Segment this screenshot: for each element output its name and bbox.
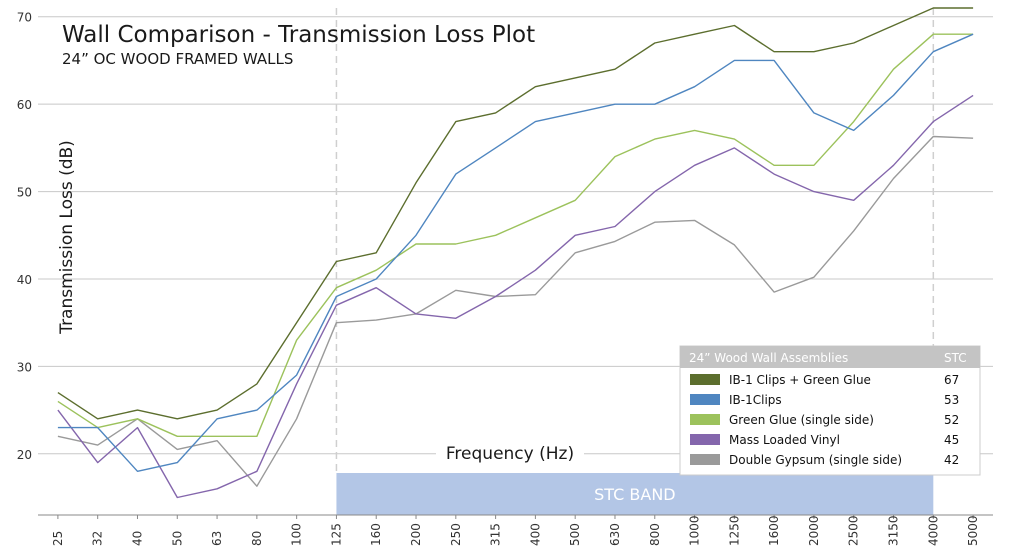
legend-header-stc: STC — [944, 351, 967, 365]
series-line — [57, 33, 974, 472]
legend-header: 24” Wood Wall Assemblies — [689, 351, 848, 365]
legend-swatch — [690, 394, 720, 405]
legend-label: IB-1Clips — [729, 393, 782, 407]
x-tick-label: 25 — [51, 531, 65, 546]
x-tick-label: 800 — [648, 523, 662, 546]
x-tick-label: 3150 — [887, 515, 901, 546]
stc-band-label: STC BAND — [594, 485, 675, 504]
x-tick-label: 630 — [608, 523, 622, 546]
legend-stc-value: 45 — [944, 433, 959, 447]
axes: 20 30 40 50 60 70 25 32 40 50 63 80 100 125 160 200 250 3… — [17, 11, 993, 546]
x-tick-label: 100 — [290, 523, 304, 546]
x-tick-label: 63 — [210, 531, 224, 546]
legend-stc-value: 42 — [944, 453, 959, 467]
chart-subtitle: 24” OC WOOD FRAMED WALLS — [62, 50, 293, 68]
y-tick-label: 70 — [17, 11, 32, 25]
x-axis-label: Frequency (Hz) — [446, 444, 574, 464]
stc-band-rect — [336, 473, 934, 515]
series-lines — [57, 7, 974, 499]
legend-stc-value: 52 — [944, 413, 959, 427]
x-tick-label: 5000 — [966, 515, 980, 546]
y-tick-label: 50 — [17, 186, 32, 200]
legend: 24” Wood Wall Assemblies STC IB-1 Clips … — [679, 345, 981, 476]
y-tick-label: 40 — [17, 273, 32, 287]
x-tick-label: 1000 — [688, 515, 702, 546]
legend-label: Double Gypsum (single side) — [729, 453, 902, 467]
y-tick-label: 20 — [17, 448, 32, 462]
legend-swatch — [690, 454, 720, 465]
x-tick-label: 400 — [528, 523, 542, 546]
chart-title: Wall Comparison - Transmission Loss Plot — [62, 22, 535, 48]
y-tick-label: 60 — [17, 98, 32, 112]
x-axis-label-bg — [436, 438, 584, 466]
legend-label: Mass Loaded Vinyl — [729, 433, 840, 447]
series-line — [57, 7, 974, 420]
x-tick-label: 2500 — [847, 515, 861, 546]
x-tick-label: 125 — [329, 523, 343, 546]
legend-label: Green Glue (single side) — [729, 413, 874, 427]
x-tick-label: 40 — [130, 531, 144, 546]
x-axis-label-group: Frequency (Hz) — [436, 438, 584, 466]
legend-header-bar — [680, 346, 980, 368]
x-tick-label: 32 — [91, 531, 105, 546]
x-tick-label: 4000 — [926, 515, 940, 546]
x-tick-label: 2000 — [807, 515, 821, 546]
x-tick-label: 50 — [170, 531, 184, 546]
legend-label: IB-1 Clips + Green Glue — [729, 373, 871, 387]
x-tick-label: 200 — [409, 523, 423, 546]
x-tick-label: 250 — [449, 523, 463, 546]
y-tick-label: 30 — [17, 360, 32, 374]
legend-swatch — [690, 434, 720, 445]
x-tick-label: 1250 — [727, 515, 741, 546]
legend-swatch — [690, 414, 720, 425]
legend-stc-value: 67 — [944, 373, 959, 387]
stc-band: STC BAND — [336, 473, 934, 515]
x-tick-label: 160 — [369, 523, 383, 546]
series-line — [57, 33, 974, 437]
legend-stc-value: 53 — [944, 393, 959, 407]
series-line — [57, 94, 974, 499]
x-tick-label: 315 — [489, 523, 503, 546]
x-tick-label: 1600 — [767, 515, 781, 546]
x-tick-label: 80 — [250, 531, 264, 546]
series-line — [57, 135, 974, 487]
legend-rows: IB-1 Clips + Green Glue 67 IB-1Clips 53 Gree… — [690, 373, 959, 467]
y-axis-label: Transmission Loss (dB) — [57, 140, 77, 335]
x-tick-label: 500 — [568, 523, 582, 546]
legend-swatch — [690, 374, 720, 385]
